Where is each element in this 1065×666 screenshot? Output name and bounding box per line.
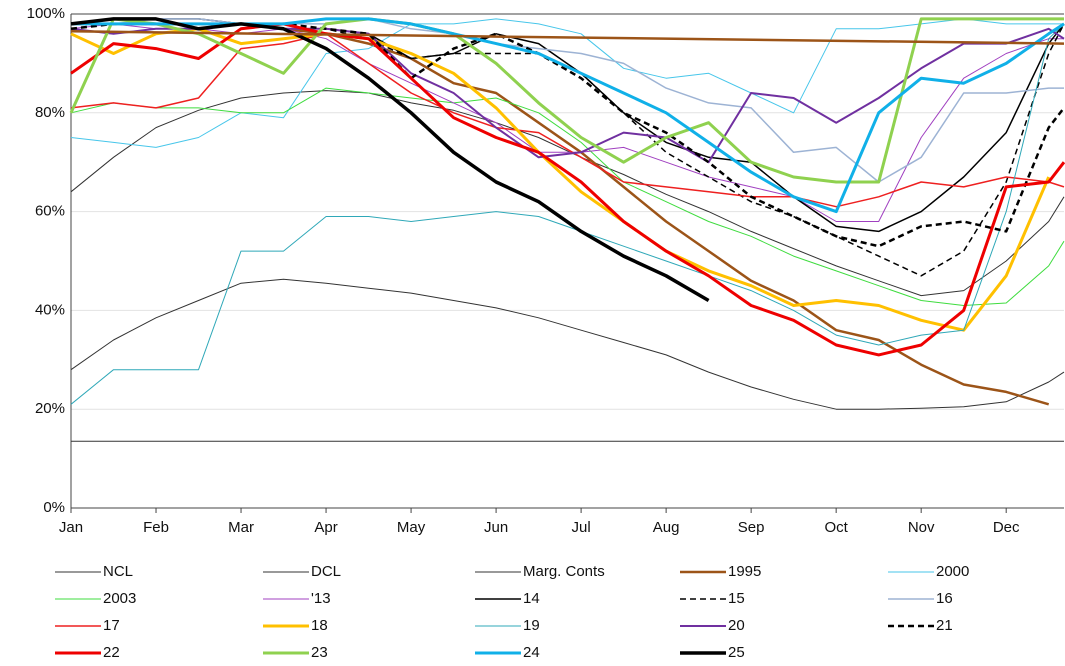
legend-label: 2003 — [103, 590, 136, 607]
y-tick-label: 20% — [35, 400, 65, 417]
y-tick-label: 60% — [35, 203, 65, 220]
legend-label: NCL — [103, 563, 133, 580]
legend-label: 23 — [311, 644, 328, 661]
legend-label: 14 — [523, 590, 540, 607]
legend-label: 22 — [103, 644, 120, 661]
legend-label: 18 — [311, 617, 328, 634]
x-tick-label: Nov — [908, 519, 935, 536]
legend-label: 2000 — [936, 563, 969, 580]
x-tick-label: Dec — [993, 519, 1020, 536]
x-tick-label: Jun — [484, 519, 508, 536]
legend-label: 16 — [936, 590, 953, 607]
legend-label: 20 — [728, 617, 745, 634]
series-line — [70, 33, 1065, 208]
x-tick-label: Jan — [59, 519, 83, 536]
legend-label: 17 — [103, 617, 120, 634]
series-line — [70, 23, 1064, 222]
y-tick-label: 100% — [27, 5, 65, 22]
series-line — [70, 90, 1065, 297]
legend-label: 1995 — [728, 563, 761, 580]
x-tick-label: Oct — [824, 519, 848, 536]
series-line — [70, 22, 1065, 357]
x-tick-label: Sep — [738, 519, 765, 536]
x-tick-label: Aug — [653, 519, 680, 536]
legend-label: 24 — [523, 644, 540, 661]
y-tick-label: 0% — [43, 499, 65, 516]
legend-label: 19 — [523, 617, 540, 634]
series-line — [70, 17, 710, 303]
series-line — [70, 87, 1065, 306]
series-line — [70, 27, 1051, 332]
legend-label: DCL — [311, 563, 341, 580]
series-line — [70, 30, 1065, 45]
legend-label: Marg. Conts — [523, 563, 605, 580]
legend-label: '13 — [311, 590, 331, 607]
series-line — [70, 22, 1065, 248]
legend-label: 15 — [728, 590, 745, 607]
x-tick-label: Jul — [572, 519, 591, 536]
x-tick-label: May — [397, 519, 426, 536]
x-tick-label: Apr — [314, 519, 337, 536]
x-tick-label: Feb — [143, 519, 169, 536]
legend-label: 21 — [936, 617, 953, 634]
series-line — [69, 17, 1064, 184]
series-line — [70, 278, 1065, 410]
legend-label: 25 — [728, 644, 745, 661]
y-tick-label: 40% — [35, 301, 65, 318]
y-tick-label: 80% — [35, 104, 65, 121]
x-tick-label: Mar — [228, 519, 254, 536]
